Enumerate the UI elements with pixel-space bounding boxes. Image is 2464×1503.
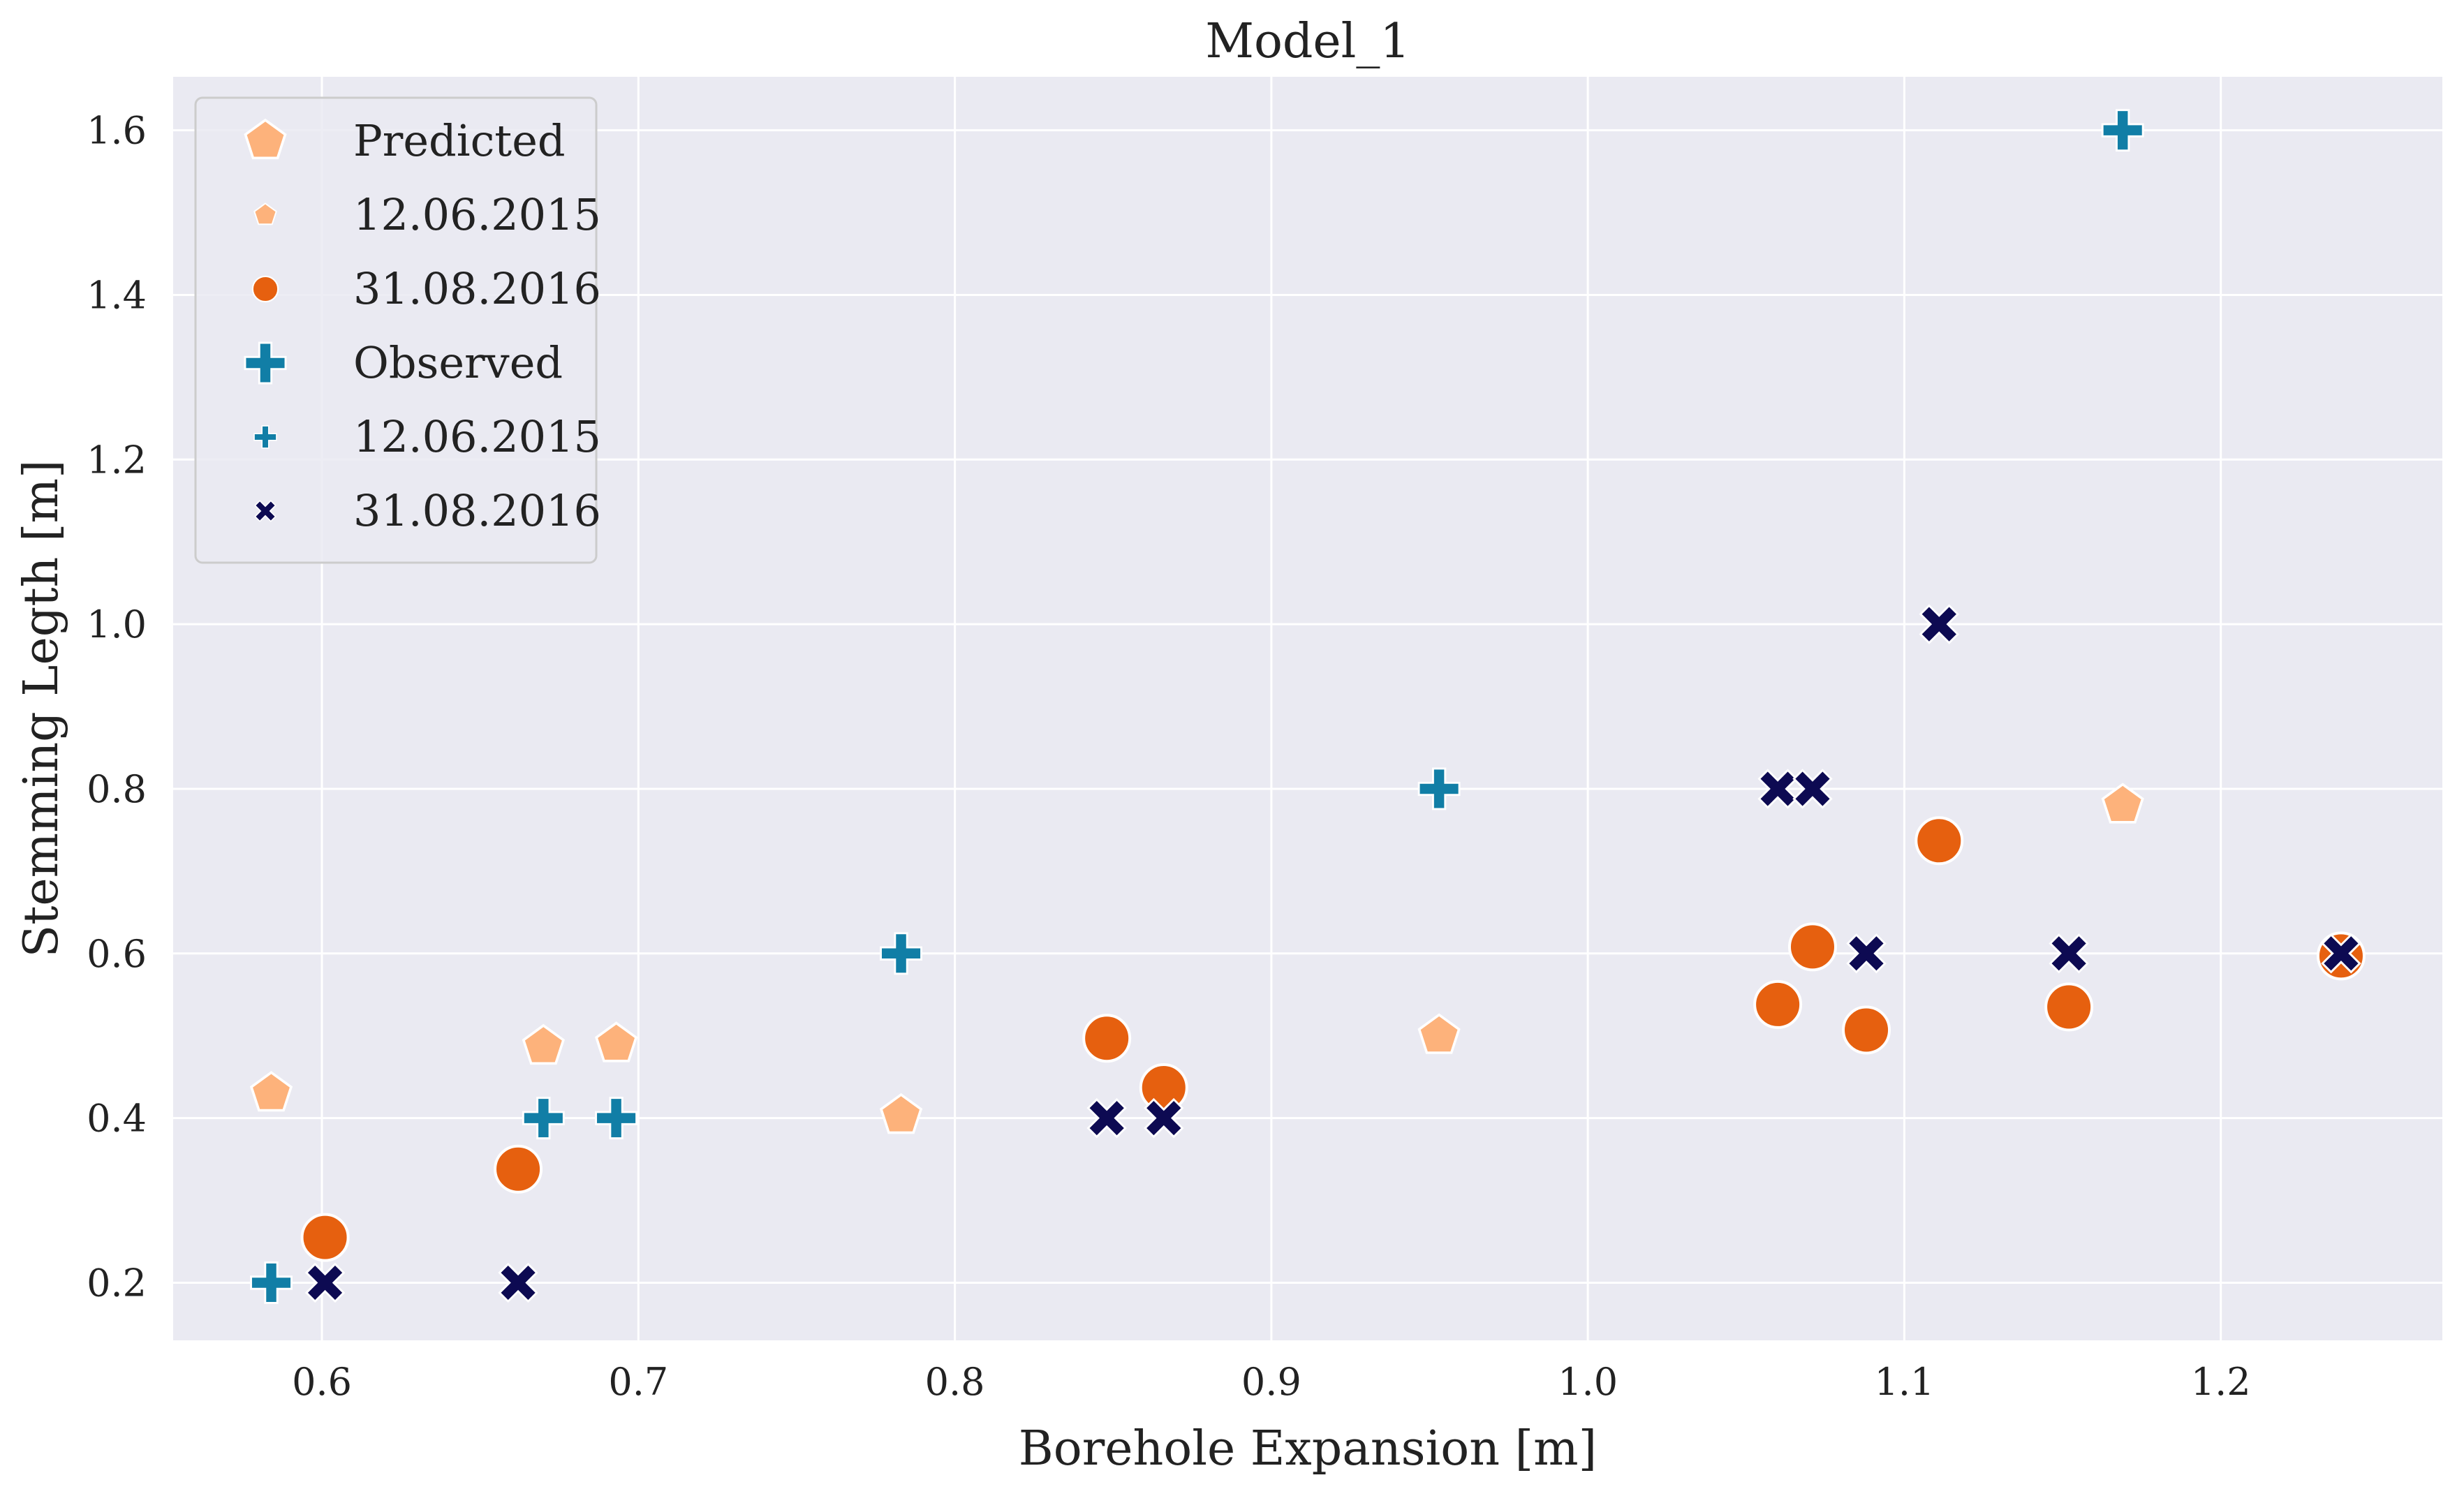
pentagon-point	[594, 1021, 638, 1063]
pentagon-legend-icon	[244, 118, 287, 160]
chart-title: Model_1	[1205, 14, 1410, 69]
circle-point	[1139, 1063, 1188, 1112]
x-axis-title: Borehole Expansion [m]	[1019, 1421, 1597, 1476]
pentagon-point	[879, 1093, 923, 1134]
data-points	[249, 109, 2366, 1304]
x-point	[2321, 933, 2361, 974]
plus-point	[2101, 109, 2144, 152]
legend-label: 12.06.2015	[353, 411, 601, 462]
circle-point	[1753, 979, 1803, 1029]
circle-legend-icon	[251, 275, 279, 303]
plus-point	[522, 1097, 565, 1140]
y-tick-label: 1.6	[87, 109, 147, 153]
pentagon-point	[522, 1023, 566, 1065]
x-tick-label: 0.9	[1241, 1360, 1301, 1404]
y-tick-label: 1.0	[87, 602, 147, 646]
legend-label: 12.06.2015	[353, 189, 601, 240]
y-tick-label: 0.8	[87, 767, 147, 811]
x-point	[1846, 933, 1887, 974]
x-tick-label: 0.6	[292, 1360, 352, 1404]
plus-legend-icon	[253, 425, 277, 449]
series-observed-12-06-2015	[250, 109, 2144, 1304]
pentagon-point	[249, 1071, 293, 1112]
x-point	[1086, 1097, 1127, 1139]
circle-point	[494, 1144, 543, 1194]
plus-point	[1417, 767, 1461, 810]
x-tick-label: 0.8	[925, 1360, 985, 1404]
x-tick-label: 1.0	[1558, 1360, 1618, 1404]
pentagon-point	[2101, 783, 2144, 824]
y-tick-label: 1.4	[87, 273, 147, 317]
y-tick-label: 0.2	[87, 1261, 147, 1305]
plus-point	[250, 1261, 293, 1304]
y-axis-title: Stemming Legth [m]	[14, 459, 69, 957]
legend-label: 31.08.2016	[353, 485, 601, 536]
circle-point	[300, 1213, 350, 1262]
x-point	[498, 1262, 538, 1303]
circle-point	[1787, 922, 1837, 972]
legend-box	[194, 96, 598, 564]
circle-point	[1082, 1014, 1132, 1063]
x-point	[1757, 769, 1798, 809]
series-observed-31-08-2016	[304, 604, 2361, 1303]
x-point	[1919, 604, 1959, 644]
x-point	[2049, 933, 2089, 974]
plus-point	[880, 932, 922, 975]
series-predicted-31-08-2016	[300, 816, 2366, 1262]
circle-point	[1915, 816, 1964, 866]
circle-point	[1842, 1005, 1891, 1055]
series-predicted-12-06-2015	[249, 783, 2144, 1134]
x-tick-label: 0.7	[608, 1360, 668, 1404]
legend-label: Predicted	[353, 115, 566, 166]
plus-point	[595, 1097, 638, 1140]
plus-legend-icon	[244, 341, 287, 385]
legend-label: Observed	[353, 337, 563, 388]
x-tick-label: 1.2	[2191, 1360, 2251, 1404]
pentagon-point	[1417, 1013, 1461, 1054]
legend: Predicted 12.06.2015 31.08.2016 Observed 12.…	[194, 96, 601, 564]
x-point	[304, 1262, 346, 1303]
x-legend-icon	[254, 500, 276, 522]
circle-point	[2044, 982, 2094, 1032]
legend-label: 31.08.2016	[353, 263, 601, 314]
y-tick-label: 0.6	[87, 932, 147, 976]
y-tick-label: 0.4	[87, 1097, 147, 1141]
x-point	[1144, 1097, 1184, 1139]
x-tick-label: 1.1	[1874, 1360, 1934, 1404]
y-tick-label: 1.2	[87, 438, 147, 482]
tick-labels: 0.6 0.7 0.8 0.9 1.0 1.1 1.2 0.2 0.4 0.6 0.8 1.0 1.2 1…	[87, 109, 2251, 1404]
pentagon-legend-icon	[253, 202, 277, 225]
x-point	[1792, 769, 1833, 809]
